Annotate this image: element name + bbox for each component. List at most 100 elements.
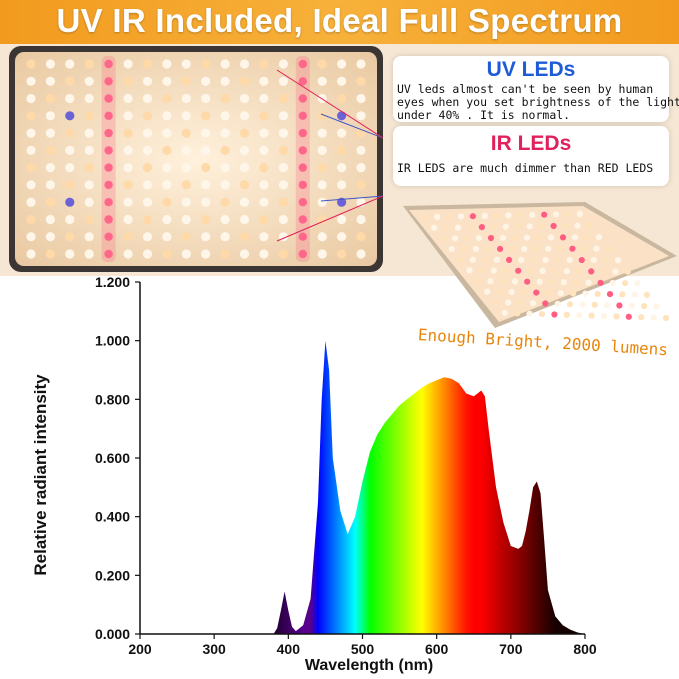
white-led — [529, 211, 536, 218]
white-led — [84, 93, 94, 104]
white-led — [142, 76, 153, 86]
white-led — [499, 234, 507, 241]
white-led — [220, 163, 230, 173]
white-led — [26, 232, 36, 242]
led-grid — [26, 56, 366, 262]
red-led — [541, 211, 548, 218]
white-led — [65, 180, 75, 190]
white-led — [653, 303, 660, 310]
white-led — [123, 180, 133, 190]
white-led — [478, 267, 485, 274]
y-tick-label: 0.400 — [95, 509, 130, 525]
white-led — [337, 232, 347, 242]
red-led — [515, 267, 522, 274]
red-led-strip — [101, 56, 116, 262]
white-led — [604, 302, 611, 309]
white-led — [162, 163, 172, 173]
white-led — [26, 76, 36, 86]
white-led — [278, 249, 288, 259]
white-led — [356, 214, 366, 225]
white-led — [239, 111, 250, 121]
white-led — [201, 249, 211, 259]
white-led — [571, 234, 579, 241]
white-led — [337, 145, 347, 155]
white-led — [583, 234, 591, 241]
white-led — [538, 223, 545, 230]
red-led — [298, 198, 307, 207]
white-led — [455, 224, 462, 231]
white-led — [162, 249, 172, 259]
white-led — [142, 145, 153, 155]
red-led — [298, 128, 307, 138]
white-led — [84, 59, 94, 69]
white-led — [554, 256, 561, 264]
white-led — [162, 59, 172, 69]
white-led — [45, 180, 56, 190]
white-led — [317, 76, 327, 86]
white-led — [422, 214, 429, 221]
white-led — [514, 223, 521, 230]
x-axis-title: Wavelength (nm) — [305, 657, 433, 674]
white-led — [317, 232, 327, 242]
ir-callout-line-1: IR LEDS are much dimmer than RED LEDS — [397, 161, 654, 175]
white-led — [278, 197, 288, 207]
white-led — [317, 59, 327, 69]
white-led — [622, 280, 629, 287]
white-led — [220, 111, 230, 121]
white-led — [259, 197, 269, 207]
white-led — [439, 235, 447, 242]
red-led — [104, 180, 113, 190]
white-led — [317, 145, 327, 155]
white-led — [457, 213, 465, 220]
white-led — [551, 268, 558, 275]
red-led — [506, 256, 513, 263]
white-led — [484, 245, 492, 253]
white-led — [220, 76, 230, 86]
white-led — [26, 111, 36, 121]
y-tick-label: 0.800 — [95, 391, 130, 407]
white-led — [201, 76, 211, 86]
white-led — [278, 145, 288, 155]
white-led — [201, 59, 211, 69]
white-led — [613, 313, 620, 320]
white-led — [162, 93, 172, 104]
red-led — [497, 245, 504, 252]
white-led — [638, 314, 645, 321]
x-tick-label: 500 — [351, 641, 375, 657]
red-led — [551, 311, 558, 318]
white-led — [84, 249, 94, 259]
white-led — [554, 300, 561, 307]
white-led — [518, 256, 525, 263]
white-led — [45, 76, 56, 86]
white-led — [527, 267, 534, 274]
white-led — [496, 288, 503, 295]
white-led — [602, 257, 610, 264]
white-led — [259, 145, 269, 155]
red-led — [104, 232, 113, 241]
white-led — [337, 180, 347, 190]
x-tick-label: 600 — [425, 641, 449, 657]
white-led — [520, 289, 528, 296]
tilted-led-grid — [422, 210, 670, 322]
white-led — [594, 290, 601, 297]
white-led — [84, 232, 94, 242]
white-led — [548, 279, 555, 286]
white-led — [181, 180, 191, 190]
white-led — [517, 299, 524, 306]
white-led — [220, 59, 230, 69]
white-led — [239, 214, 250, 225]
white-led — [220, 232, 230, 242]
white-led — [65, 163, 75, 173]
white-led — [562, 222, 569, 229]
uv-led — [65, 111, 75, 121]
white-led — [317, 111, 327, 121]
white-led — [563, 311, 570, 318]
red-led — [542, 300, 549, 307]
white-led — [181, 163, 191, 173]
white-led — [278, 128, 288, 138]
red-led-strip — [295, 56, 310, 262]
white-led — [529, 300, 537, 307]
white-led — [84, 197, 94, 207]
white-led — [535, 234, 543, 241]
white-led — [162, 76, 172, 86]
